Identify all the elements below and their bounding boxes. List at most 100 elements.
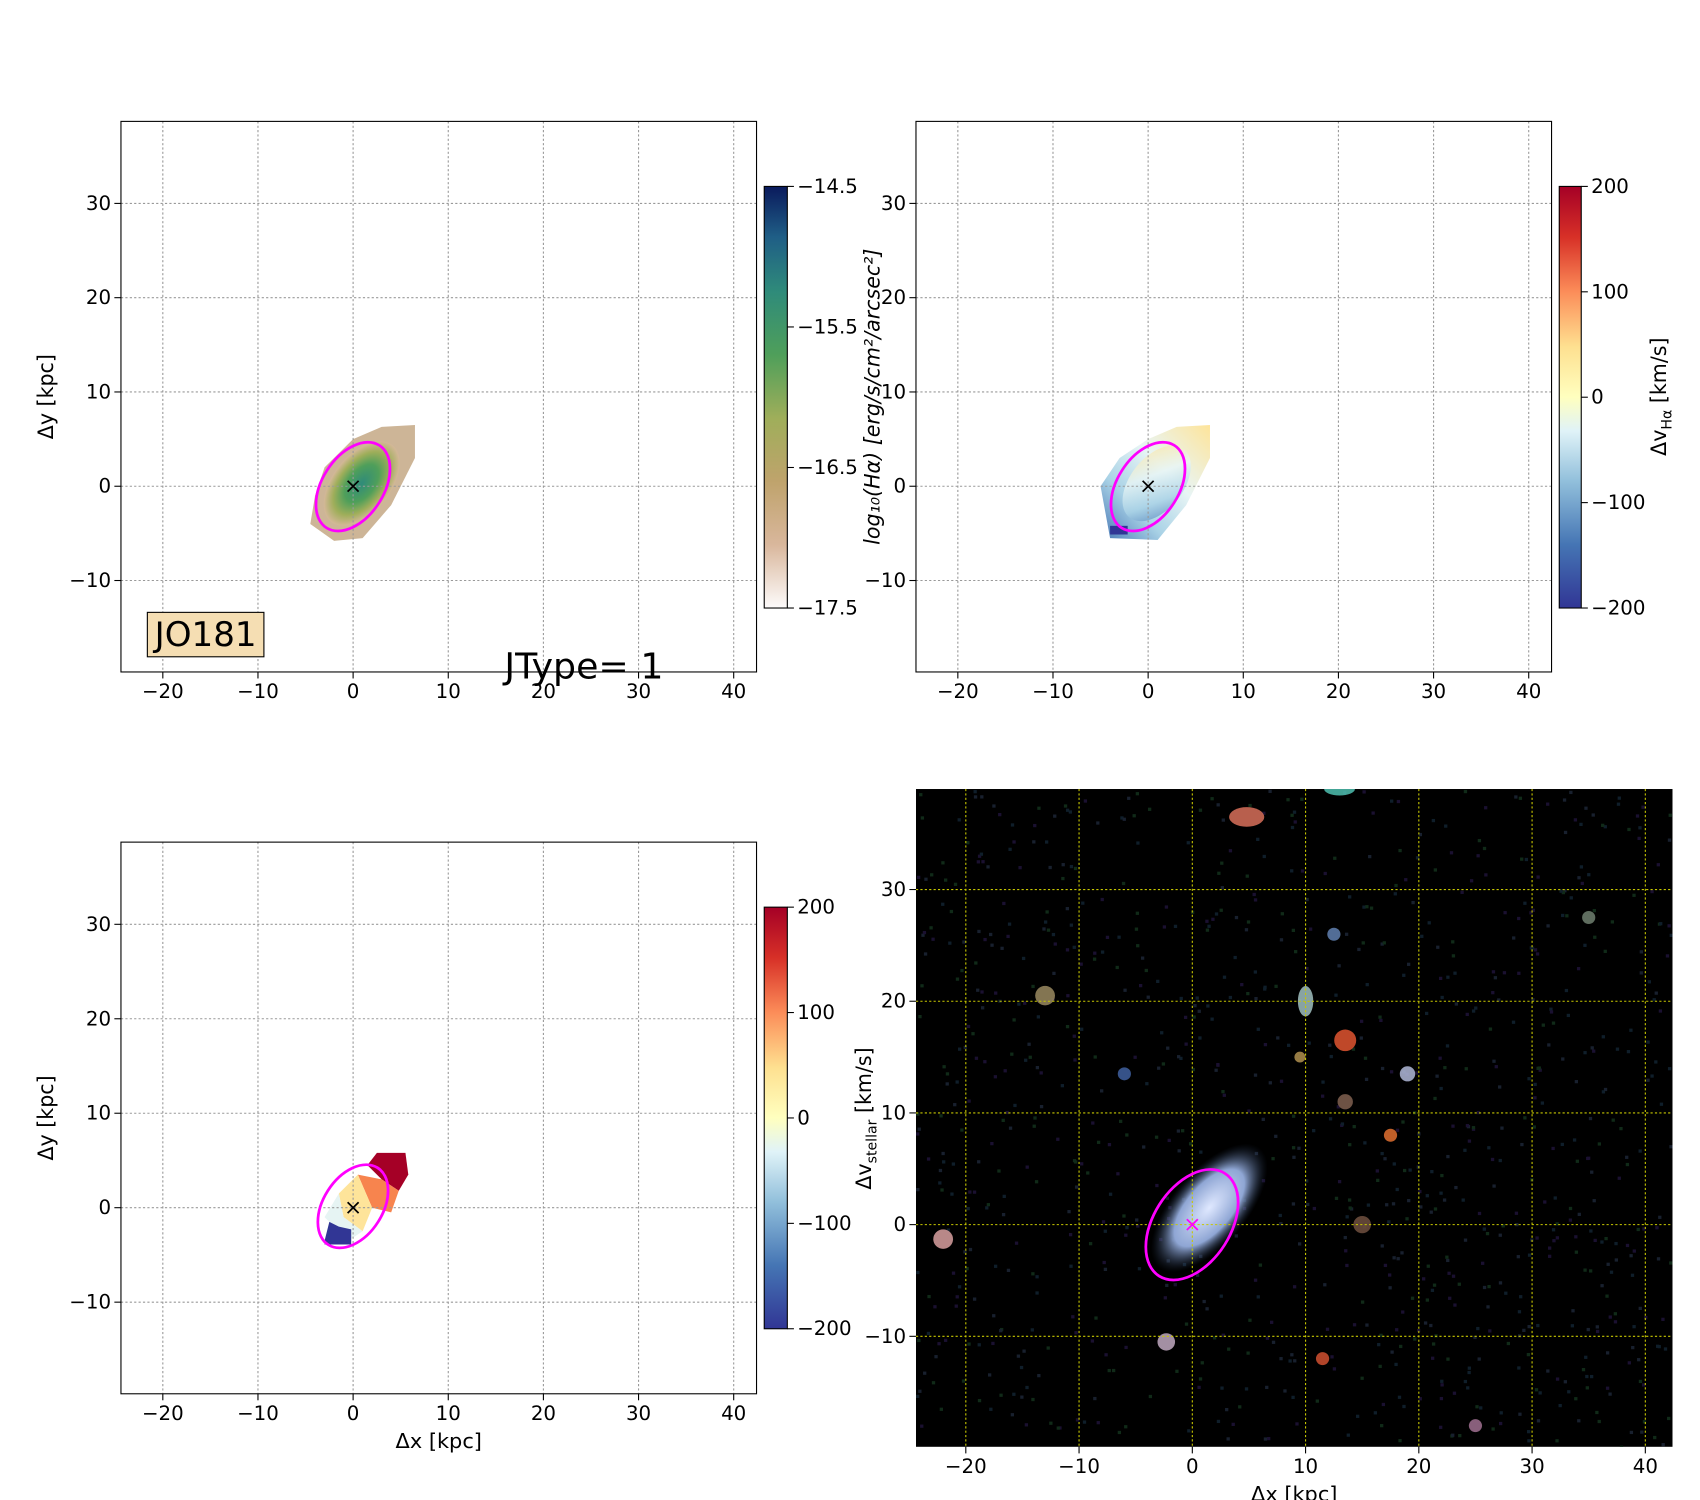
noise — [955, 1080, 959, 1084]
noise — [1583, 943, 1587, 947]
noise — [1617, 796, 1621, 800]
noise — [1369, 906, 1374, 910]
noise — [1315, 1399, 1319, 1403]
noise — [1592, 908, 1596, 913]
noise — [1575, 1159, 1580, 1163]
noise — [1176, 1129, 1181, 1133]
noise — [1608, 1315, 1612, 1319]
noise — [1043, 920, 1048, 924]
noise — [1135, 792, 1140, 796]
colorbar-label-main: Δv — [1647, 430, 1671, 456]
noise — [1396, 1257, 1400, 1261]
noise — [1226, 1437, 1230, 1441]
noise — [961, 1379, 966, 1383]
x-tick-label: 20 — [531, 1402, 556, 1425]
noise — [1379, 1018, 1383, 1023]
noise — [1636, 1227, 1640, 1232]
noise — [1221, 1089, 1225, 1094]
noise — [1439, 1086, 1443, 1091]
noise — [1487, 1146, 1491, 1150]
noise — [1577, 1419, 1581, 1423]
noise — [1291, 1114, 1296, 1118]
noise — [1515, 1222, 1519, 1227]
colorbar-label-unit: [km/s] — [852, 1047, 876, 1119]
noise — [1034, 1180, 1039, 1184]
noise — [1292, 810, 1297, 814]
noise — [1606, 1262, 1610, 1266]
noise — [1659, 922, 1663, 926]
source — [1035, 985, 1055, 1006]
noise — [1463, 1148, 1467, 1152]
noise — [1536, 875, 1540, 879]
noise — [977, 1160, 981, 1164]
noise — [1173, 1283, 1177, 1287]
noise — [1072, 1034, 1076, 1038]
noise — [1328, 1117, 1333, 1121]
noise — [1563, 889, 1567, 893]
noise — [1447, 1271, 1451, 1275]
noise — [1547, 1246, 1552, 1250]
noise — [1405, 1217, 1409, 1221]
noise — [1049, 1421, 1053, 1425]
noise — [922, 930, 927, 935]
noise — [1248, 803, 1252, 808]
noise — [1591, 813, 1595, 817]
noise — [920, 1424, 924, 1428]
noise — [1402, 1168, 1407, 1173]
noise — [916, 1270, 920, 1275]
noise — [1300, 869, 1305, 873]
noise — [1343, 1235, 1347, 1240]
noise — [1222, 975, 1227, 979]
noise — [1644, 1315, 1648, 1320]
noise — [951, 1162, 956, 1166]
noise — [1263, 1042, 1268, 1047]
noise — [1359, 1019, 1364, 1023]
noise — [1176, 1055, 1181, 1059]
noise — [1467, 1139, 1472, 1143]
noise — [1536, 1323, 1540, 1328]
noise — [1045, 910, 1049, 914]
noise — [974, 961, 978, 965]
noise — [1551, 1228, 1556, 1232]
noise — [1486, 1305, 1490, 1309]
noise — [1569, 896, 1573, 900]
noise — [1377, 1342, 1381, 1347]
noise — [1293, 1359, 1297, 1363]
noise — [1502, 971, 1507, 975]
noise — [1300, 797, 1304, 801]
noise — [1198, 808, 1203, 812]
center-marker — [1142, 480, 1155, 493]
noise — [1608, 1392, 1612, 1396]
stellar-bin — [338, 1174, 373, 1232]
noise — [1297, 1242, 1302, 1246]
colorbar — [763, 185, 788, 609]
y-tick-label: 0 — [893, 475, 906, 498]
noise — [1032, 840, 1036, 844]
noise — [918, 1389, 922, 1393]
noise — [1330, 1355, 1334, 1359]
noise — [1124, 1425, 1128, 1429]
noise — [1001, 1118, 1005, 1122]
noise — [1136, 1224, 1140, 1228]
x-tick-label: 0 — [347, 680, 360, 703]
noise — [1127, 796, 1131, 800]
noise — [1382, 941, 1386, 945]
noise — [1012, 840, 1016, 844]
x-tick-label: −20 — [142, 680, 184, 703]
noise — [1345, 1263, 1349, 1268]
noise — [1442, 1198, 1447, 1202]
noise — [1268, 1081, 1272, 1085]
noise — [1642, 1227, 1646, 1231]
plot-area — [915, 789, 1673, 1447]
noise — [1133, 1055, 1137, 1059]
noise — [1440, 995, 1444, 1000]
noise — [1027, 1042, 1031, 1046]
colorbar-tick-label: 0 — [797, 1107, 810, 1130]
noise — [916, 1112, 920, 1116]
source — [1334, 1029, 1357, 1052]
noise — [1414, 1071, 1419, 1075]
noise — [942, 1160, 946, 1164]
noise — [1248, 1318, 1252, 1322]
noise — [1490, 1157, 1495, 1162]
noise — [1546, 924, 1550, 928]
